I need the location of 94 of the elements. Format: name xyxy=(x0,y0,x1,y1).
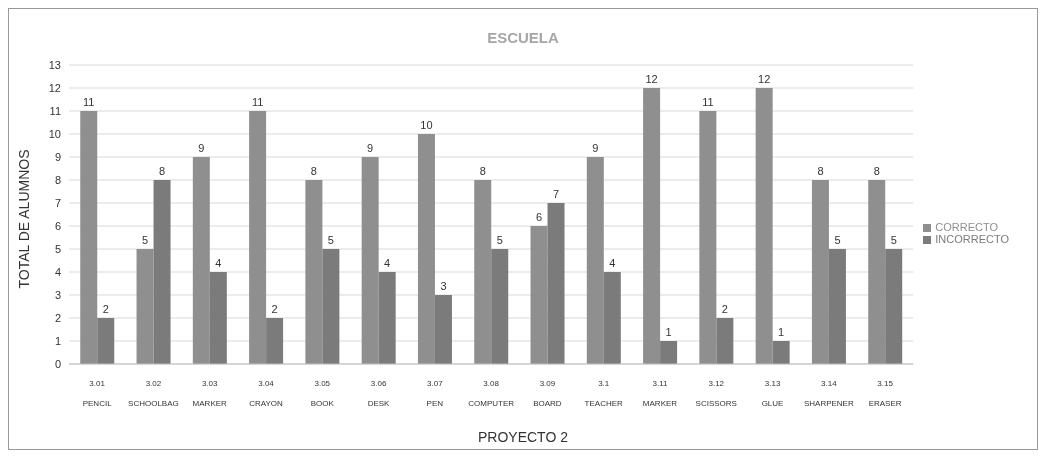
bar xyxy=(417,134,435,364)
category-label: 3.13 GLUE xyxy=(761,379,784,408)
data-label: 5 xyxy=(327,234,334,246)
bar xyxy=(547,203,565,364)
category-label: 3.12 SCISSORS xyxy=(695,379,737,408)
data-label: 11 xyxy=(83,96,95,108)
y-tick-label: 4 xyxy=(54,265,61,278)
category-label: 3.04 CRAYON xyxy=(249,379,283,408)
bar xyxy=(586,157,604,364)
bar xyxy=(249,111,267,364)
bar xyxy=(305,180,323,364)
bar xyxy=(266,318,284,364)
data-label: 5 xyxy=(890,234,897,246)
bar xyxy=(716,318,734,364)
data-label: 8 xyxy=(873,165,880,177)
bar xyxy=(811,180,829,364)
bar xyxy=(755,88,773,364)
bar xyxy=(136,249,154,364)
data-label: 11 xyxy=(251,96,264,108)
data-label: 1 xyxy=(665,326,672,338)
category-label: 3.06 DESK xyxy=(367,379,390,408)
category-label: 3.14 SHARPENER xyxy=(803,379,854,408)
data-label: 7 xyxy=(552,188,560,200)
data-label: 2 xyxy=(721,303,728,315)
bar xyxy=(772,341,790,364)
bar xyxy=(378,272,396,364)
category-label: 3.05 BOOK xyxy=(310,379,334,408)
y-tick-label: 7 xyxy=(54,196,61,209)
bar xyxy=(603,272,621,364)
data-label: 12 xyxy=(645,73,658,85)
data-label: 4 xyxy=(384,257,391,269)
bar xyxy=(660,341,678,364)
data-label: 2 xyxy=(102,303,109,315)
legend-label: INCORRECTO xyxy=(935,232,1009,245)
legend-label: CORRECTO xyxy=(935,220,998,233)
y-tick-label: 6 xyxy=(54,219,61,232)
bar xyxy=(868,180,886,364)
y-tick-label: 11 xyxy=(49,104,61,117)
data-label: 8 xyxy=(158,165,166,177)
data-label: 5 xyxy=(141,234,149,246)
y-tick-label: 8 xyxy=(54,173,61,186)
category-label: 3.15 ERASER xyxy=(868,379,902,408)
bar xyxy=(153,180,171,364)
data-label: 3 xyxy=(440,280,447,292)
y-tick-label: 2 xyxy=(54,311,61,324)
data-label: 8 xyxy=(817,165,824,177)
bar xyxy=(474,180,492,364)
data-label: 1 xyxy=(778,326,785,338)
category-label: 3.03 MARKER xyxy=(192,379,227,408)
data-label: 5 xyxy=(834,234,841,246)
bar xyxy=(80,111,98,364)
y-tick-label: 13 xyxy=(48,58,61,71)
x-axis-title: PROYECTO 2 xyxy=(477,429,569,445)
data-label: 5 xyxy=(496,234,503,246)
bar xyxy=(491,249,509,364)
data-label: 9 xyxy=(367,142,374,154)
bar xyxy=(434,295,452,364)
bar xyxy=(643,88,661,364)
y-tick-label: 12 xyxy=(48,81,61,94)
y-tick-label: 3 xyxy=(54,288,61,301)
data-label: 8 xyxy=(310,165,317,177)
bar xyxy=(97,318,115,364)
data-label: 2 xyxy=(271,303,278,315)
y-tick-label: 0 xyxy=(54,357,61,370)
data-label: 10 xyxy=(420,119,433,131)
category-label: 3.01 PENCIL xyxy=(82,379,112,408)
bar xyxy=(828,249,846,364)
y-tick-label: 1 xyxy=(54,334,61,347)
category-label: 3.09 BOARD xyxy=(533,379,562,408)
y-axis-title: TOTAL DE ALUMNOS xyxy=(15,149,31,289)
data-label: 9 xyxy=(198,142,205,154)
y-tick-label: 10 xyxy=(48,127,61,140)
bar xyxy=(530,226,548,364)
data-label: 4 xyxy=(215,257,222,269)
data-label: 11 xyxy=(702,96,714,108)
category-label: 3.1 TEACHER xyxy=(584,379,623,408)
bar xyxy=(885,249,903,364)
chart-title: ESCUELA xyxy=(486,29,560,46)
y-tick-label: 5 xyxy=(54,242,61,255)
data-label: 9 xyxy=(592,142,599,154)
bar xyxy=(699,111,717,364)
bar xyxy=(322,249,340,364)
category-label: 3.07 PEN xyxy=(426,379,444,408)
data-label: 8 xyxy=(479,165,486,177)
category-label: 3.08 COMPUTER xyxy=(468,379,515,408)
category-label: 3.11 MARKER xyxy=(642,379,678,408)
data-label: 6 xyxy=(535,211,543,223)
bar xyxy=(361,157,379,364)
bar xyxy=(192,157,210,364)
category-label: 3.02 SCHOOLBAG xyxy=(128,379,179,408)
data-label: 12 xyxy=(758,73,771,85)
y-tick-label: 9 xyxy=(54,150,61,163)
bar xyxy=(209,272,227,364)
data-label: 4 xyxy=(609,257,616,269)
